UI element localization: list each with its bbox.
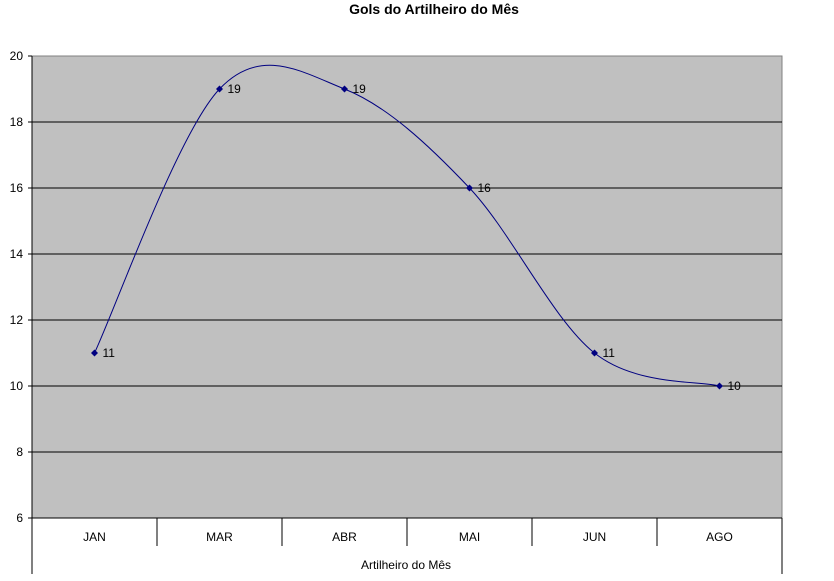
data-point [716,382,723,390]
series-group: 11 19 19 16 11 10 [91,64,742,393]
data-label: 11 [103,346,116,360]
data-label: 11 [603,346,616,360]
x-tick-label: ABR [332,530,357,544]
x-tick-label: MAI [459,530,480,544]
data-label: 19 [353,82,367,96]
data-point [591,349,598,357]
y-tick-label: 12 [10,313,24,327]
y-tick-label: 16 [10,181,24,195]
y-tick-label: 8 [16,445,23,459]
x-axis-title: Artilheiro do Mês [361,558,451,572]
data-point [466,184,473,192]
data-label: 10 [728,379,742,393]
data-label: 16 [478,181,492,195]
data-point [216,85,223,93]
plot-area [31,55,783,519]
y-axis-ticks: 6 8 10 12 14 16 18 20 [10,49,32,525]
y-tick-label: 20 [10,49,24,63]
data-label: 19 [228,82,242,96]
y-tick-label: 10 [10,379,24,393]
chart-title: Gols do Artilheiro do Mês [349,1,519,17]
y-tick-label: 18 [10,115,24,129]
data-point [91,349,98,357]
gridlines [32,121,782,453]
x-tick-label: JAN [83,530,106,544]
y-tick-label: 14 [10,247,24,261]
x-axis-table: JAN MAR ABR MAI JUN AGO [31,56,783,574]
x-tick-label: MAR [206,530,233,544]
y-tick-label: 6 [16,511,23,525]
x-tick-label: AGO [706,530,733,544]
x-tick-label: JUN [583,530,606,544]
data-point [341,85,348,93]
